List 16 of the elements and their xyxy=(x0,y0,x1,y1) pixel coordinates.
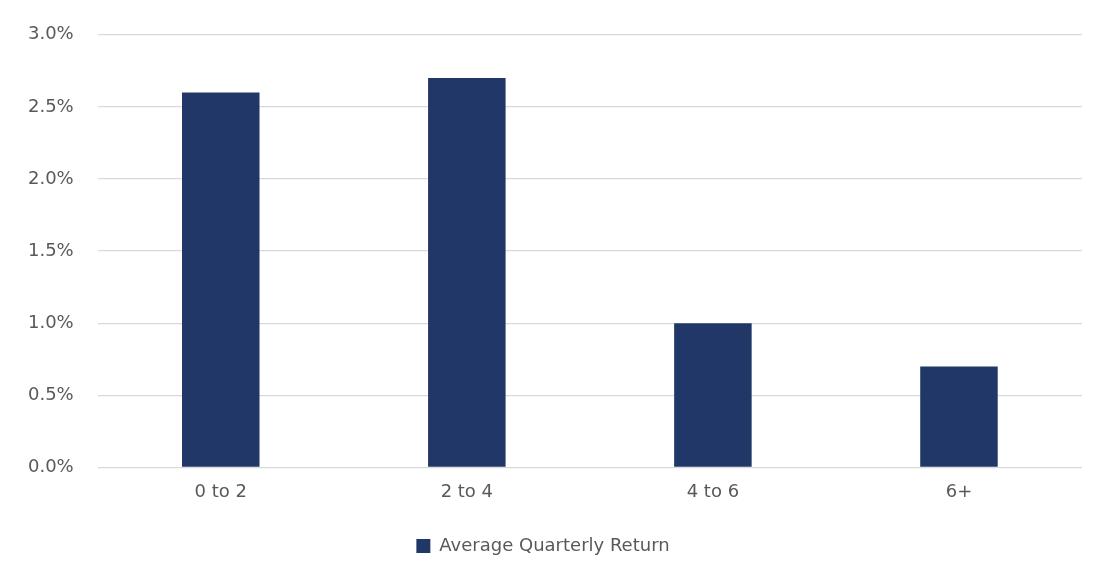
bar xyxy=(674,323,752,467)
y-tick-label: 0.0% xyxy=(28,455,74,477)
y-tick-label: 2.0% xyxy=(28,166,74,188)
y-tick-label: 0.5% xyxy=(28,382,74,404)
y-tick-label: 1.5% xyxy=(28,238,74,260)
bar xyxy=(182,92,260,467)
x-tick-label: 2 to 4 xyxy=(440,479,494,501)
bar xyxy=(428,78,506,467)
x-tick-label: 4 to 6 xyxy=(686,479,740,501)
x-tick-label: 0 to 2 xyxy=(194,479,247,501)
y-tick-label: 3.0% xyxy=(28,22,74,44)
bar xyxy=(920,366,998,467)
y-tick-label: 2.5% xyxy=(28,94,74,116)
legend-label: Average Quarterly Return xyxy=(439,533,670,555)
x-tick-label: 6+ xyxy=(945,479,973,501)
y-tick-label: 1.0% xyxy=(28,310,74,332)
